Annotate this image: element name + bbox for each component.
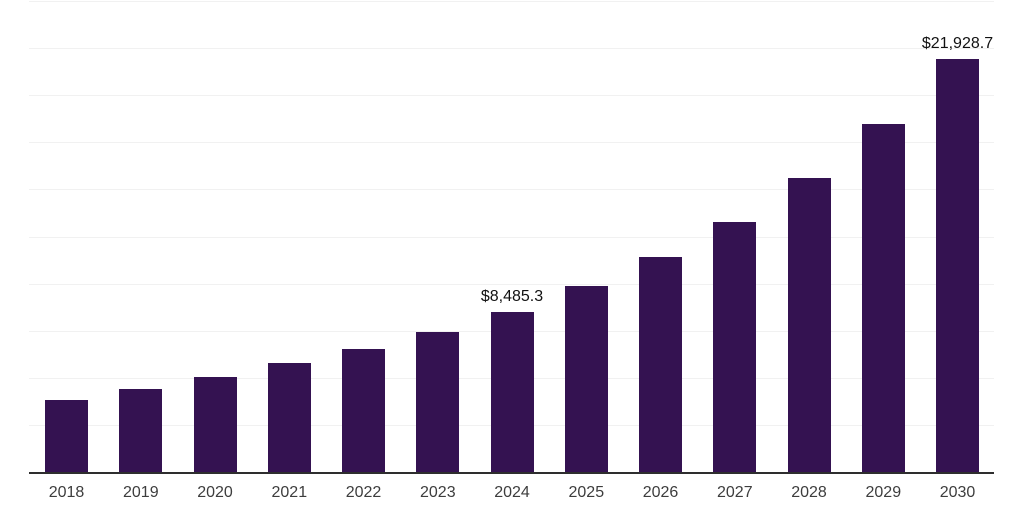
- bar-2024: [490, 312, 534, 472]
- bar-2029: [861, 124, 905, 472]
- bar-2028: [787, 178, 831, 472]
- bar-2021: [267, 363, 311, 472]
- bar-2027: [713, 222, 757, 472]
- x-tick-label-2022: 2022: [345, 484, 382, 501]
- bar-2022: [342, 349, 385, 472]
- bar-2025: [564, 286, 608, 472]
- bar-2023: [416, 332, 460, 472]
- x-tick-label-2029: 2029: [865, 484, 902, 501]
- bar-2019: [119, 389, 163, 472]
- data-label-2024: $8,485.3: [480, 288, 544, 306]
- bar-2018: [45, 400, 88, 472]
- x-tick-label-2024: 2024: [494, 484, 530, 501]
- x-tick-label-2023: 2023: [420, 484, 456, 501]
- x-tick-label-2021: 2021: [271, 484, 308, 501]
- bar-2020: [193, 377, 237, 472]
- x-tick-label-2028: 2028: [791, 484, 827, 501]
- gridline: [29, 48, 994, 50]
- x-tick-label-2027: 2027: [717, 484, 753, 501]
- gridline: [29, 95, 994, 97]
- bar-2026: [639, 257, 682, 472]
- x-tick-label-2019: 2019: [123, 484, 159, 501]
- gridline: [29, 236, 994, 238]
- data-label-2030: $21,928.7: [921, 34, 994, 52]
- gridline: [29, 189, 994, 191]
- x-axis-line: [29, 472, 994, 474]
- gridline: [29, 142, 994, 144]
- x-tick-label-2030: 2030: [939, 484, 976, 501]
- x-tick-label-2026: 2026: [642, 484, 679, 501]
- x-tick-label-2018: 2018: [48, 484, 85, 501]
- x-tick-label-2025: 2025: [568, 484, 605, 501]
- gridline: [29, 1, 994, 2]
- bar-2030: [936, 58, 979, 472]
- gridline: [29, 283, 994, 285]
- x-tick-label-2020: 2020: [197, 484, 233, 501]
